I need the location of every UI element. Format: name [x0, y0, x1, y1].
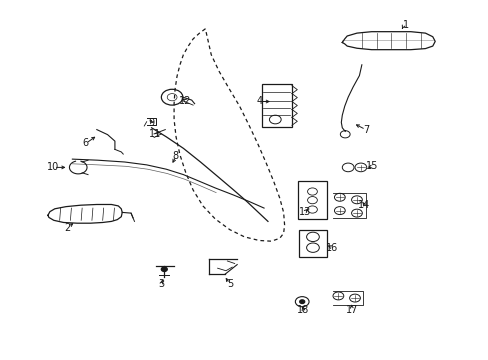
Text: 8: 8: [172, 150, 178, 161]
Text: 17: 17: [345, 305, 358, 315]
Text: 5: 5: [226, 279, 232, 289]
Text: 7: 7: [363, 125, 369, 135]
Text: 9: 9: [148, 118, 154, 128]
Text: 2: 2: [64, 222, 70, 233]
Text: 3: 3: [158, 279, 164, 289]
Text: 6: 6: [82, 138, 88, 148]
Text: 14: 14: [357, 200, 370, 210]
Text: 11: 11: [149, 129, 162, 139]
Text: 1: 1: [402, 20, 408, 30]
Text: 4: 4: [256, 96, 262, 106]
Text: 18: 18: [296, 305, 309, 315]
Circle shape: [161, 267, 167, 271]
Text: 13: 13: [298, 207, 311, 217]
Bar: [298, 181, 326, 219]
Text: 15: 15: [366, 161, 378, 171]
Circle shape: [299, 300, 304, 303]
Text: 16: 16: [325, 243, 338, 253]
Text: 10: 10: [46, 162, 59, 172]
Text: 12: 12: [178, 96, 191, 106]
Bar: [299, 230, 326, 257]
